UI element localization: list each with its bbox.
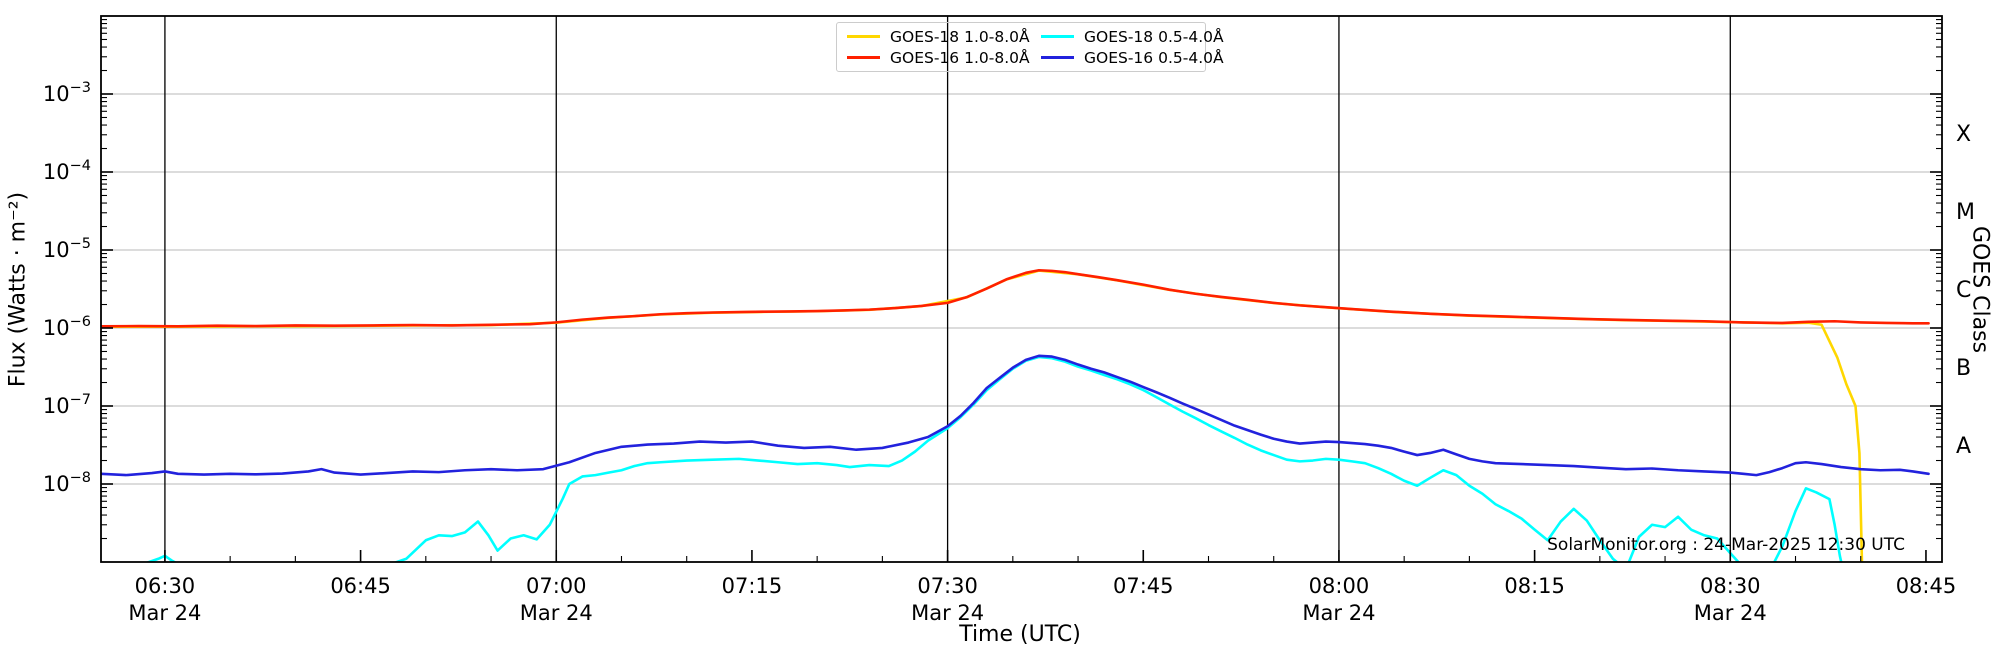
- x-tick-date: Mar 24: [1302, 601, 1375, 625]
- x-tick-label: 06:30: [135, 574, 196, 598]
- goes-class-letter: C: [1956, 278, 1971, 303]
- goes-class-letter: X: [1956, 122, 1971, 147]
- right-axis-label: GOES Class: [1967, 225, 1993, 354]
- y-tick-label: 10−8: [43, 470, 91, 496]
- y-tick-label: 10−4: [43, 158, 91, 184]
- legend-line-goes18-long: [847, 35, 880, 38]
- x-tick-date: Mar 24: [520, 601, 593, 625]
- x-tick-label: 06:45: [330, 574, 391, 598]
- x-tick-label: 08:45: [1896, 574, 1957, 598]
- x-tick-date: Mar 24: [1694, 601, 1767, 625]
- legend-item-goes18-long: GOES-18 1.0-8.0Å: [847, 28, 1037, 46]
- goes-class-letter: A: [1956, 434, 1971, 459]
- goes-class-letter: M: [1956, 200, 1975, 225]
- x-tick-label: 08:00: [1309, 574, 1370, 598]
- legend-label: GOES-18 0.5-4.0Å: [1084, 27, 1224, 46]
- x-tick-label: 08:15: [1504, 574, 1565, 598]
- y-tick-label: 10−7: [43, 392, 91, 418]
- x-tick-label: 07:30: [917, 574, 978, 598]
- legend-line-goes16-long: [847, 56, 880, 59]
- x-tick-date: Mar 24: [911, 601, 984, 625]
- goes-class-letter: B: [1956, 356, 1971, 381]
- legend-label: GOES-18 1.0-8.0Å: [890, 27, 1030, 46]
- legend-label: GOES-16 0.5-4.0Å: [1084, 48, 1224, 67]
- legend-line-goes18-short: [1041, 35, 1074, 38]
- series-line-3: [101, 354, 1930, 477]
- legend-item-goes16-short: GOES-16 0.5-4.0Å: [1041, 49, 1224, 67]
- x-tick-label: 07:00: [526, 574, 587, 598]
- y-tick-label: 10−3: [43, 80, 91, 106]
- x-tick-date: Mar 24: [128, 601, 201, 625]
- plot-frame: [100, 15, 1943, 563]
- series-line-0: [101, 269, 1864, 562]
- y-tick-label: 10−5: [43, 236, 91, 262]
- legend-line-goes16-short: [1041, 56, 1074, 59]
- watermark: SolarMonitor.org : 24-Mar-2025 12:30 UTC: [1547, 535, 1905, 555]
- legend-label: GOES-16 1.0-8.0Å: [890, 48, 1030, 67]
- y-tick-label: 10−6: [43, 314, 91, 340]
- legend-item-goes16-long: GOES-16 1.0-8.0Å: [847, 49, 1037, 67]
- x-axis-label: Time (UTC): [959, 622, 1081, 647]
- series-line-1: [101, 268, 1930, 328]
- x-tick-label: 07:15: [722, 574, 783, 598]
- legend-item-goes18-short: GOES-18 0.5-4.0Å: [1041, 28, 1224, 46]
- x-tick-label: 08:30: [1700, 574, 1761, 598]
- y-axis-label: Flux (Watts · m⁻²): [5, 191, 31, 388]
- series-line-2: [145, 355, 1843, 562]
- legend: GOES-18 1.0-8.0Å GOES-18 0.5-4.0Å GOES-1…: [836, 22, 1224, 72]
- x-tick-label: 07:45: [1113, 574, 1174, 598]
